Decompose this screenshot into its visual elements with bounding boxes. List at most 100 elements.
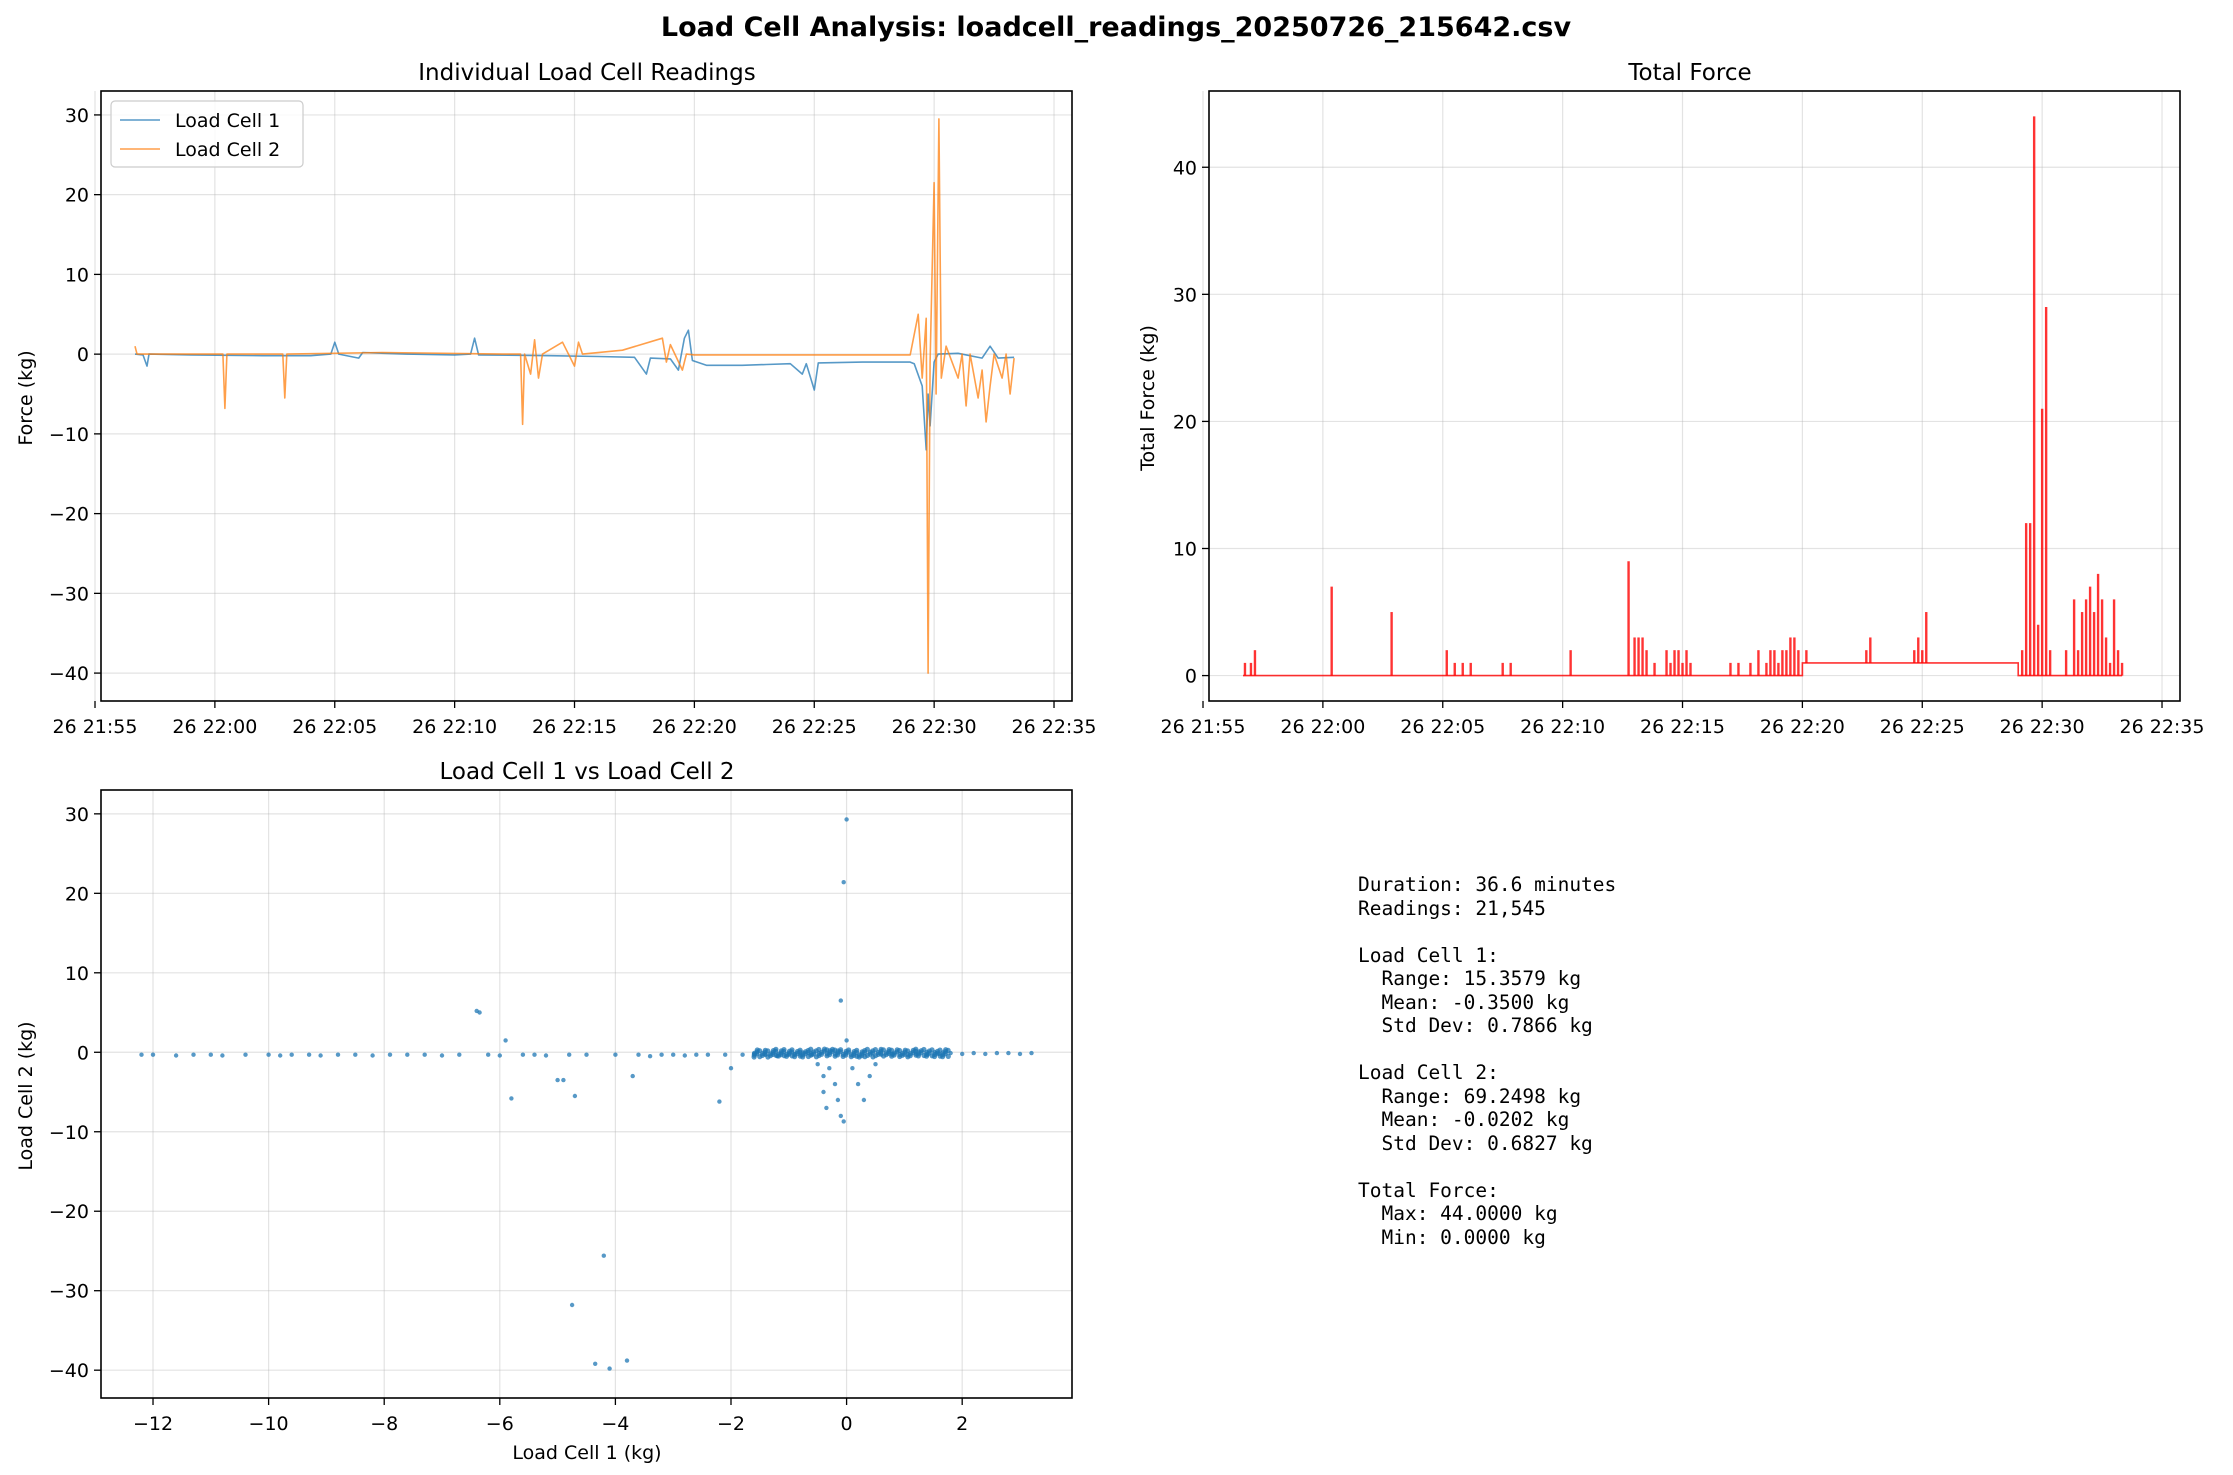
statistics-summary: Duration: 36.6 minutes Readings: 21,545 … [1358, 873, 1616, 1249]
scatter-point [754, 1047, 760, 1053]
x-tick-label: 26 21:55 [1161, 716, 1246, 738]
scatter-point [824, 1105, 829, 1111]
y-tick-label: −10 [49, 424, 89, 446]
x-tick-label: 26 22:00 [172, 716, 257, 738]
x-tick-label: 26 22:30 [2000, 716, 2085, 738]
scatter-point [838, 998, 843, 1003]
scatter-point [543, 1053, 549, 1058]
readings-title: Individual Load Cell Readings [418, 60, 755, 86]
x-tick-label: 26 22:05 [292, 716, 377, 738]
scatter-point [723, 1052, 728, 1057]
y-tick-label: −20 [49, 1201, 89, 1223]
x-tick-label: 26 22:05 [1400, 716, 1485, 738]
scatter-point [567, 1052, 572, 1057]
scatter-point [773, 1052, 779, 1058]
scatter-point [705, 1052, 711, 1057]
scatter-point [862, 1054, 868, 1060]
scatter-point [208, 1052, 213, 1057]
scatter-point [353, 1052, 358, 1057]
scatter-point [905, 1052, 911, 1058]
x-tick-label: −4 [601, 1413, 629, 1435]
scatter-point [794, 1048, 801, 1055]
scatter-point [422, 1052, 427, 1057]
scatter-point [844, 1038, 849, 1043]
scatter-point [486, 1052, 491, 1057]
stats-line: Min: 0.0000 kg [1358, 1225, 1546, 1249]
scatter-point [838, 1113, 843, 1119]
stats-line: Std Dev: 0.7866 kg [1358, 1014, 1593, 1037]
scatter-point [886, 1047, 892, 1053]
stats-line: Range: 15.3579 kg [1358, 967, 1582, 990]
scatter-point [827, 1066, 832, 1071]
scatter-point [983, 1051, 988, 1057]
stats-line: Range: 69.2498 kg [1358, 1084, 1582, 1108]
scatter-point [671, 1052, 676, 1057]
scatter-point [728, 1066, 734, 1071]
scatter-point [894, 1047, 900, 1053]
stats-line: Load Cell 2: [1358, 1061, 1499, 1084]
y-tick-label: 10 [65, 264, 89, 286]
y-tick-label: 0 [1185, 666, 1197, 688]
y-tick-label: 0 [77, 1042, 89, 1064]
x-tick-label: 26 22:25 [772, 716, 857, 738]
y-tick-label: 20 [65, 883, 89, 905]
x-tick-label: 26 22:10 [1520, 716, 1605, 738]
scatter-point [335, 1052, 341, 1057]
stats-line: Mean: -0.3500 kg [1358, 990, 1570, 1014]
scatter-point [762, 1047, 768, 1053]
scatter-point [624, 1358, 630, 1363]
total-title: Total Force [1627, 60, 1751, 86]
scatter-point [843, 1048, 849, 1054]
x-tick-label: 26 22:30 [892, 716, 977, 738]
scatter-point [173, 1053, 179, 1058]
stats-line: Std Dev: 0.6827 kg [1358, 1131, 1593, 1155]
scatter-point [630, 1073, 635, 1079]
y-tick-label: −40 [49, 1360, 89, 1382]
scatter-point [867, 1049, 873, 1055]
x-tick-label: −8 [370, 1413, 398, 1435]
scatter-point [584, 1052, 589, 1057]
scatter-point [844, 817, 849, 822]
y-tick-label: 10 [1173, 539, 1197, 561]
x-tick-label: 26 22:25 [1880, 716, 1965, 738]
x-tick-label: −2 [717, 1413, 745, 1435]
scatter-point [889, 1051, 895, 1057]
x-tick-label: −12 [133, 1413, 173, 1435]
scatter-point [873, 1062, 878, 1067]
y-tick-label: 30 [65, 105, 89, 127]
scatter-point [1029, 1050, 1034, 1056]
scatter-point [971, 1050, 976, 1056]
stats-line: Readings: 21,545 [1358, 896, 1546, 920]
y-tick-label: 30 [1173, 284, 1197, 306]
scatter-point [593, 1361, 598, 1367]
scatter-point [867, 1073, 872, 1079]
scatter-point [835, 1048, 841, 1054]
scatter-point [821, 1089, 826, 1095]
axes-frame [100, 90, 1073, 702]
x-tick-label: 26 22:10 [412, 716, 497, 738]
scatter-point [503, 1038, 508, 1043]
scatter-point [278, 1053, 283, 1058]
y-tick-label: 30 [65, 804, 89, 826]
scatter-point [572, 1093, 578, 1099]
scatter-point [870, 1054, 876, 1060]
axes-frame [1208, 90, 2181, 702]
readings-ylabel: Force (kg) [15, 350, 37, 445]
scatter-point [789, 1053, 795, 1059]
legend-label: Load Cell 1 [175, 110, 280, 132]
x-tick-label: 26 22:35 [1012, 716, 1097, 738]
scatter-point [601, 1253, 606, 1258]
scatter-point [897, 1052, 903, 1058]
y-tick-label: 20 [65, 185, 89, 207]
x-tick-label: −10 [249, 1413, 289, 1435]
stats-line: Mean: -0.0202 kg [1358, 1108, 1570, 1131]
scatter-point [717, 1099, 722, 1104]
scatter-point [266, 1052, 271, 1057]
scatter-point [682, 1053, 687, 1058]
scatter-point [636, 1052, 641, 1057]
x-tick-label: −6 [486, 1413, 514, 1435]
scatter-point [659, 1052, 664, 1057]
scatter-point [960, 1051, 965, 1057]
scatter-chart: Load Cell 1 vs Load Cell 2 Load Cell 1 (… [15, 759, 1073, 1464]
